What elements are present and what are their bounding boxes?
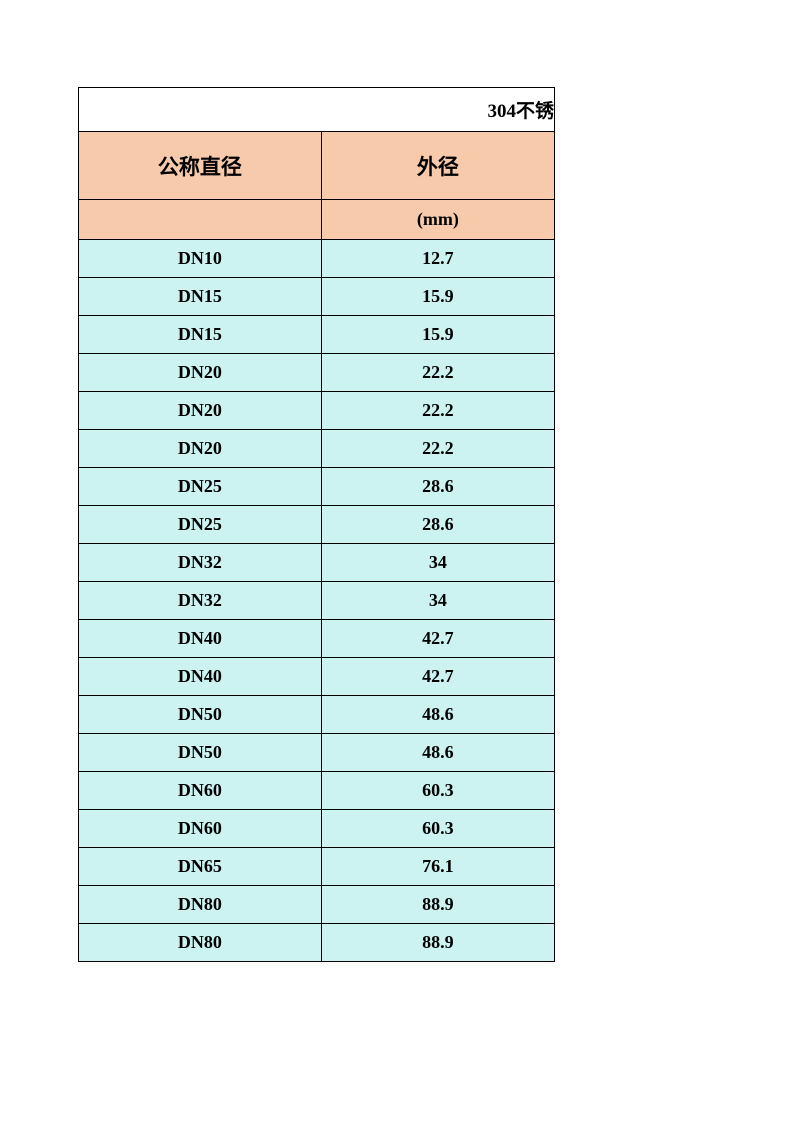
table-row: DN5048.6 (79, 734, 555, 772)
header-outer-diameter: 外径 (321, 132, 554, 200)
table-title-cell: 304不锈 (79, 88, 555, 132)
pipe-spec-table-container: 304不锈 公称直径 外径 (mm) DN1012.7DN1515.9DN151… (78, 87, 555, 962)
table-row: DN1515.9 (79, 278, 555, 316)
table-row: DN1515.9 (79, 316, 555, 354)
nominal-diameter-cell: DN15 (79, 278, 322, 316)
outer-diameter-cell: 15.9 (321, 278, 554, 316)
nominal-diameter-cell: DN65 (79, 848, 322, 886)
table-row: DN2528.6 (79, 468, 555, 506)
outer-diameter-cell: 88.9 (321, 924, 554, 962)
table-row: DN2528.6 (79, 506, 555, 544)
table-row: DN4042.7 (79, 658, 555, 696)
outer-diameter-cell: 48.6 (321, 734, 554, 772)
table-row: DN5048.6 (79, 696, 555, 734)
table-row: DN6576.1 (79, 848, 555, 886)
nominal-diameter-cell: DN60 (79, 772, 322, 810)
outer-diameter-cell: 76.1 (321, 848, 554, 886)
outer-diameter-cell: 28.6 (321, 468, 554, 506)
outer-diameter-cell: 22.2 (321, 430, 554, 468)
header-unit-col2: (mm) (321, 200, 554, 240)
outer-diameter-cell: 42.7 (321, 658, 554, 696)
table-row: DN6060.3 (79, 810, 555, 848)
nominal-diameter-cell: DN50 (79, 696, 322, 734)
pipe-spec-table: 304不锈 公称直径 外径 (mm) DN1012.7DN1515.9DN151… (78, 87, 555, 962)
outer-diameter-cell: 22.2 (321, 392, 554, 430)
nominal-diameter-cell: DN80 (79, 924, 322, 962)
table-row: DN8088.9 (79, 924, 555, 962)
table-header-row-2: (mm) (79, 200, 555, 240)
nominal-diameter-cell: DN20 (79, 392, 322, 430)
outer-diameter-cell: 12.7 (321, 240, 554, 278)
table-row: DN3234 (79, 582, 555, 620)
outer-diameter-cell: 42.7 (321, 620, 554, 658)
outer-diameter-cell: 22.2 (321, 354, 554, 392)
table-row: DN6060.3 (79, 772, 555, 810)
outer-diameter-cell: 34 (321, 582, 554, 620)
table-row: DN8088.9 (79, 886, 555, 924)
nominal-diameter-cell: DN10 (79, 240, 322, 278)
outer-diameter-cell: 60.3 (321, 772, 554, 810)
nominal-diameter-cell: DN40 (79, 658, 322, 696)
nominal-diameter-cell: DN15 (79, 316, 322, 354)
outer-diameter-cell: 34 (321, 544, 554, 582)
outer-diameter-cell: 15.9 (321, 316, 554, 354)
nominal-diameter-cell: DN32 (79, 582, 322, 620)
nominal-diameter-cell: DN80 (79, 886, 322, 924)
table-row: DN4042.7 (79, 620, 555, 658)
nominal-diameter-cell: DN20 (79, 430, 322, 468)
nominal-diameter-cell: DN25 (79, 506, 322, 544)
nominal-diameter-cell: DN20 (79, 354, 322, 392)
table-header-row-1: 公称直径 外径 (79, 132, 555, 200)
outer-diameter-cell: 88.9 (321, 886, 554, 924)
outer-diameter-cell: 48.6 (321, 696, 554, 734)
outer-diameter-cell: 28.6 (321, 506, 554, 544)
table-row: DN1012.7 (79, 240, 555, 278)
nominal-diameter-cell: DN25 (79, 468, 322, 506)
header-unit-col1 (79, 200, 322, 240)
table-row: DN2022.2 (79, 354, 555, 392)
table-title-row: 304不锈 (79, 88, 555, 132)
nominal-diameter-cell: DN40 (79, 620, 322, 658)
header-nominal-diameter: 公称直径 (79, 132, 322, 200)
nominal-diameter-cell: DN32 (79, 544, 322, 582)
table-row: DN2022.2 (79, 392, 555, 430)
table-row: DN2022.2 (79, 430, 555, 468)
nominal-diameter-cell: DN60 (79, 810, 322, 848)
nominal-diameter-cell: DN50 (79, 734, 322, 772)
outer-diameter-cell: 60.3 (321, 810, 554, 848)
table-row: DN3234 (79, 544, 555, 582)
